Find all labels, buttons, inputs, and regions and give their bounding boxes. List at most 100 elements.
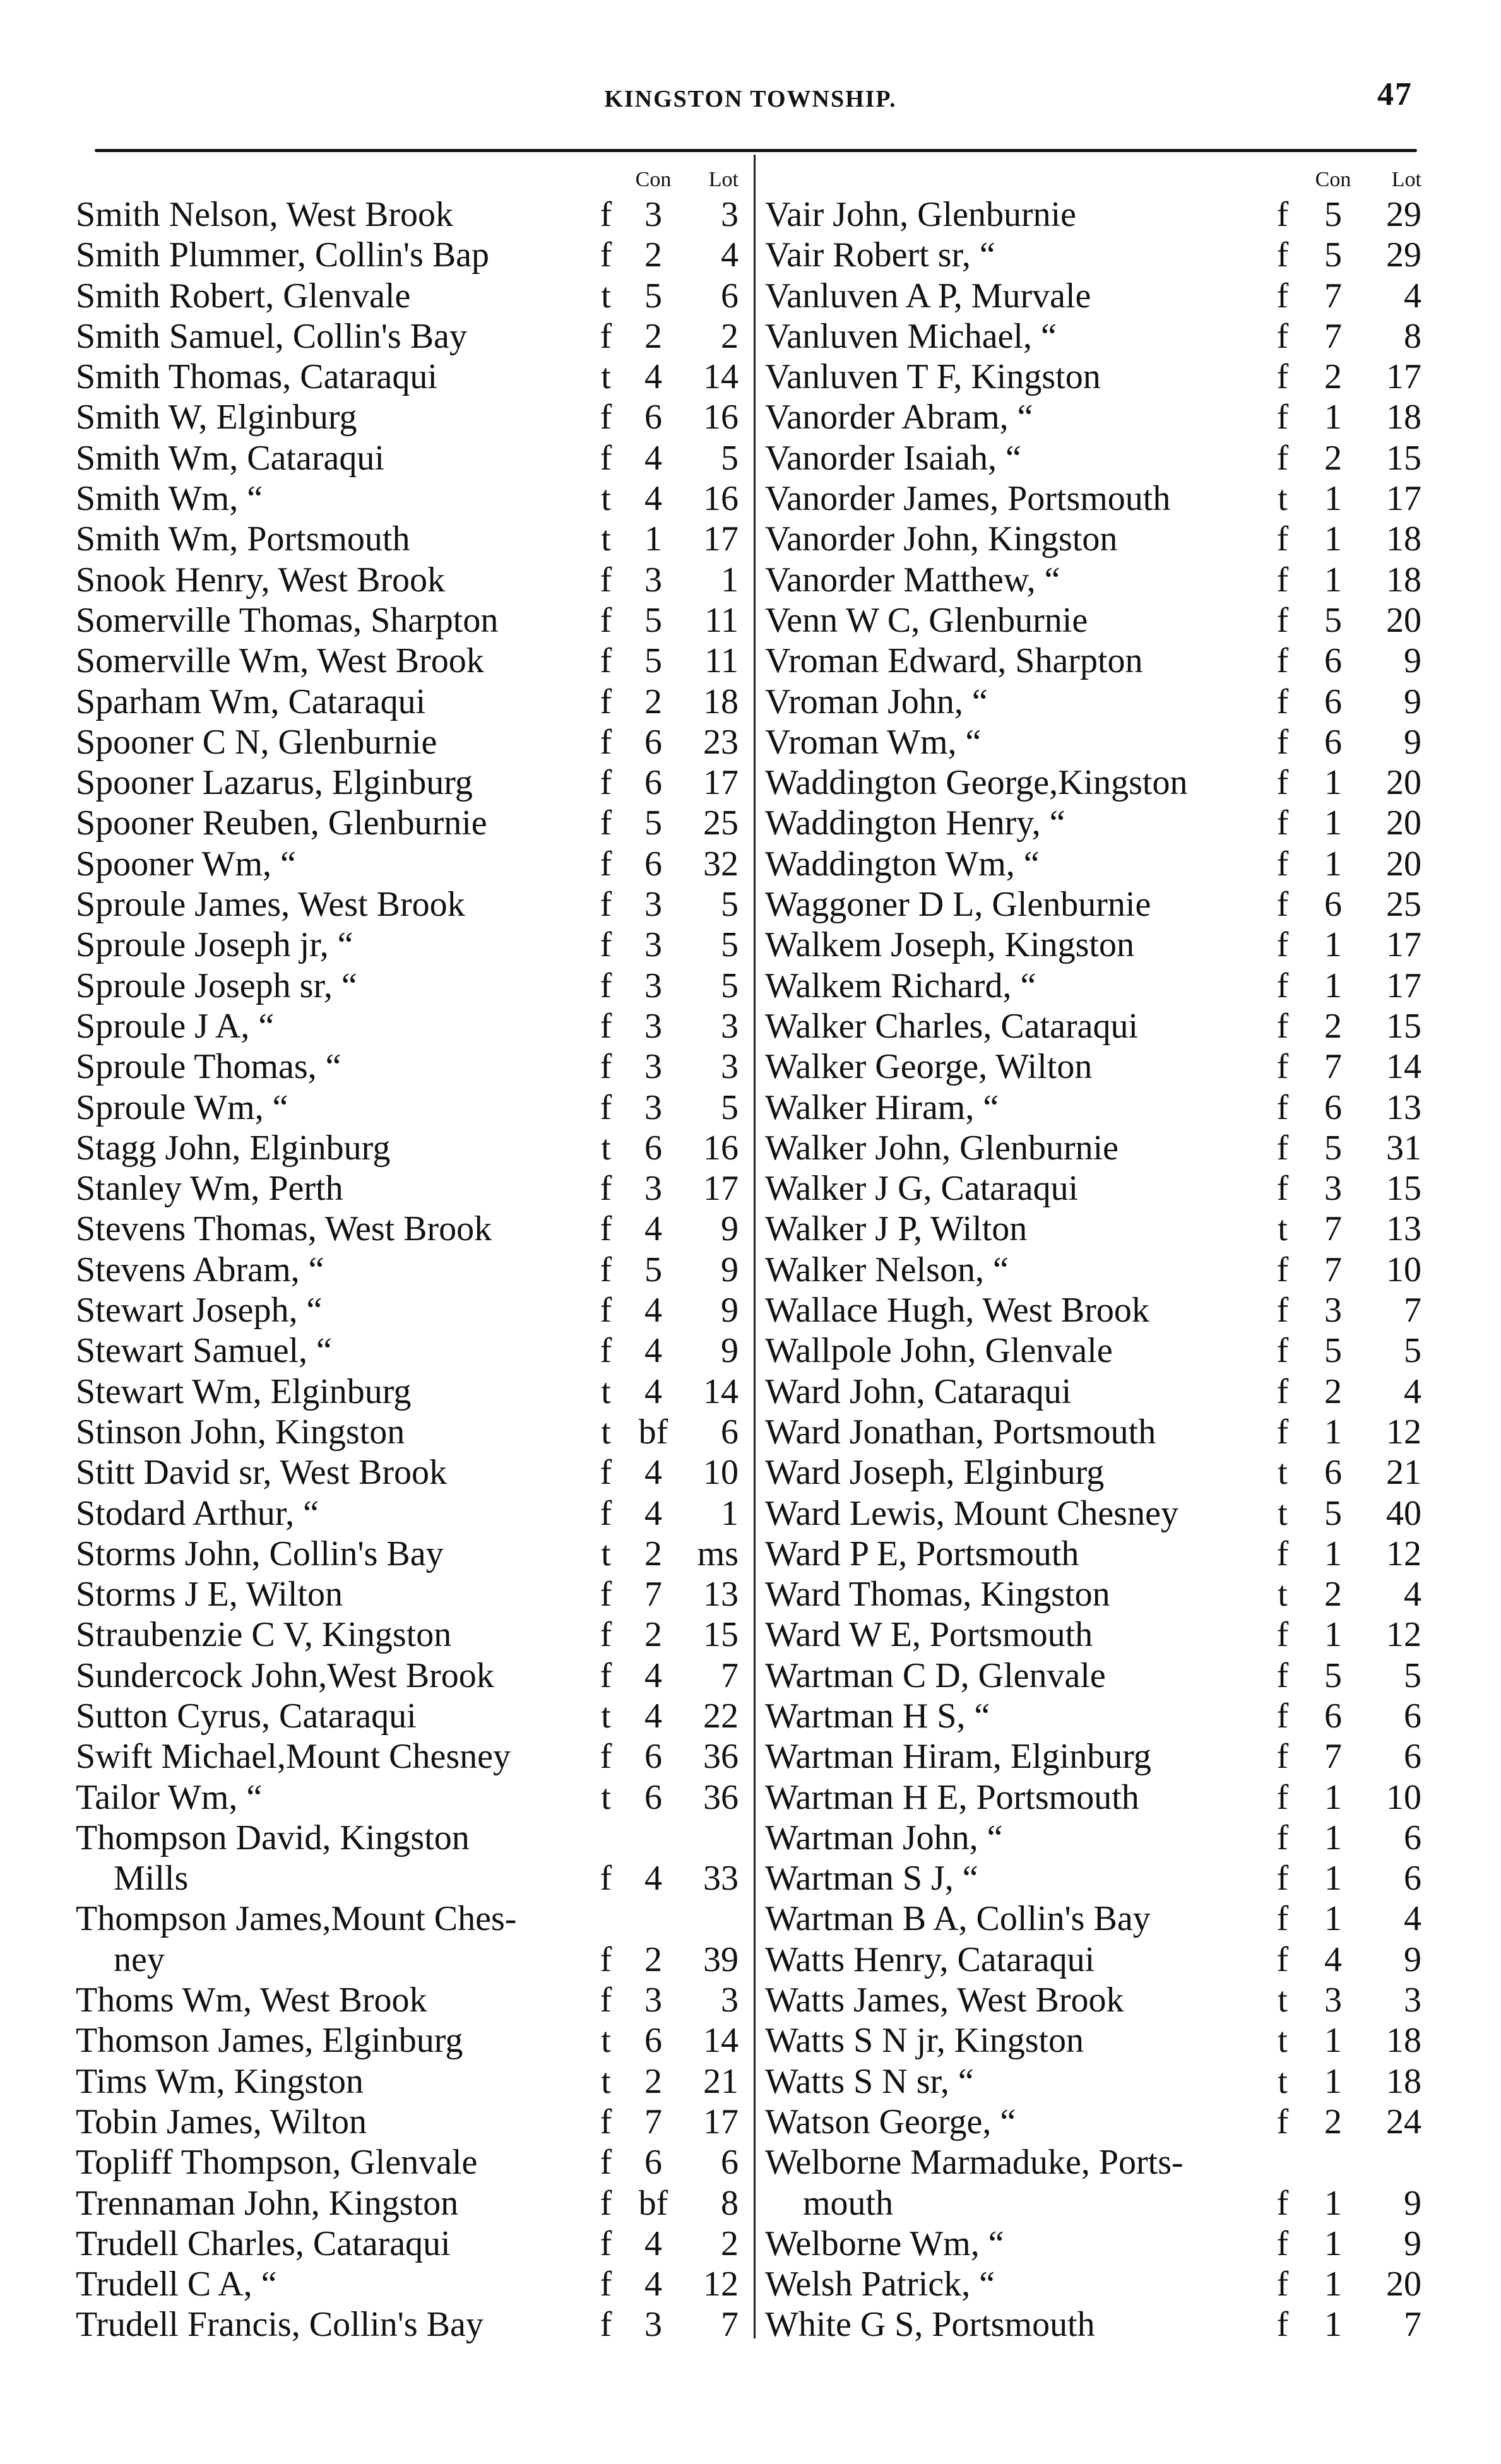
entry-name: Vanorder James, Portsmouth (765, 479, 1171, 519)
entry-name: Topliff Thompson, Glenvale (76, 2143, 478, 2183)
directory-entry: Sproule Thomas, “f 3 3 (76, 1046, 739, 1087)
tenure: f (600, 966, 612, 1005)
entry-name: Stewart Joseph, “ (76, 1291, 323, 1330)
directory-entry: Stevens Thomas, West Brook f 4 9 (76, 1209, 739, 1249)
tenure: f (1276, 438, 1289, 478)
entry-name: Walker J G, Cataraqui (765, 1169, 1079, 1209)
directory-entry: Walker J G, Cataraqui f 3 15 (765, 1168, 1421, 1209)
entry-name: Storms J E, Wilton (76, 1575, 343, 1614)
tenure: f (1276, 2183, 1289, 2223)
page-number: 47 (1377, 76, 1413, 112)
tenure: f (600, 1291, 612, 1330)
directory-entry: Smith Plummer, Collin's Bap f 2 4 (76, 235, 739, 275)
lot: 4 (1404, 276, 1421, 316)
entry-name: Walker J P, Wilton (765, 1209, 1028, 1249)
lot-header: Lot (708, 168, 739, 191)
tenure: f (600, 2143, 612, 2183)
entry-name: Mills (114, 1859, 189, 1898)
directory-entry: Watson George, “ f 2 24 (765, 2102, 1421, 2142)
entry-name: Sproule J A, “ (76, 1006, 275, 1046)
tenure: f (1276, 966, 1289, 1005)
directory-entry: Stewart Wm, Elginburg t 4 14 (76, 1371, 739, 1412)
lot: 14 (703, 1371, 739, 1411)
directory-entry: Ward Joseph, Elginburg t 6 21 (765, 1452, 1421, 1493)
entry-name: Smith Robert, Glenvale (76, 276, 411, 316)
entry-name: Sproule Thomas, “ (76, 1047, 341, 1087)
concession: 1 (1324, 1534, 1342, 1573)
lot: 4 (1404, 1371, 1421, 1411)
directory-entry: Watts S N jr, Kingston t 1 18 (765, 2020, 1421, 2061)
concession: 6 (1324, 1453, 1342, 1493)
directory-entry: Thoms Wm, West Brook f 3 3 (76, 1980, 739, 2020)
concession: 2 (644, 1534, 662, 1573)
left-column: Con Lot Smith Nelson, West Brook f 3 3 Smith… (76, 165, 739, 2345)
entry-name: mouth (803, 2183, 894, 2223)
entry-name: Wartman Hiram, Elginburg (765, 1737, 1151, 1777)
concession: 2 (1324, 357, 1342, 397)
lot: 10 (1386, 1777, 1421, 1817)
concession: 6 (1324, 1696, 1342, 1736)
directory-entry: Stewart Joseph, “ f 4 9 (76, 1290, 739, 1330)
concession: bf (638, 1412, 668, 1452)
tenure: f (1276, 722, 1289, 762)
directory-entry: Wartman H E, Portsmouth f 1 10 (765, 1777, 1421, 1818)
entry-name: Straubenzie C V, Kingston (76, 1615, 452, 1655)
directory-entry: Vroman Wm, “ f 6 9 (765, 722, 1421, 762)
tenure: f (1276, 1331, 1289, 1371)
tenure: t (1278, 1493, 1288, 1533)
directory-entry: Vanorder John, Kingston f 1 18 (765, 519, 1421, 559)
concession: 2 (644, 316, 662, 356)
lot: 15 (1386, 1169, 1421, 1209)
concession: 6 (644, 722, 662, 762)
directory-entry: Stitt David sr, West Brook f 4 10 (76, 1452, 739, 1493)
tenure: f (600, 1047, 612, 1087)
lot: 9 (1404, 722, 1421, 762)
entry-name: Trudell Francis, Collin's Bay (76, 2305, 484, 2345)
concession: 5 (644, 600, 662, 640)
directory-entry: Spooner Lazarus, Elginburg f 6 17 (76, 762, 739, 803)
concession: 1 (1324, 2305, 1342, 2345)
directory-entry: Sproule Joseph jr, “ f 3 5 (76, 925, 739, 965)
concession: 5 (644, 641, 662, 681)
lot: 6 (721, 1412, 739, 1452)
lot: 17 (1386, 966, 1421, 1005)
lot: 17 (703, 2102, 739, 2141)
concession: 6 (644, 763, 662, 803)
concession: 1 (1324, 2265, 1342, 2304)
lot: 9 (1404, 2224, 1421, 2263)
concession: 3 (644, 885, 662, 925)
tenure: f (1276, 1534, 1289, 1573)
entry-name: Walker George, Wilton (765, 1047, 1093, 1087)
lot: 13 (1386, 1087, 1421, 1127)
lot: 36 (703, 1777, 739, 1817)
lot: 3 (1404, 1981, 1421, 2020)
tenure: f (1276, 1656, 1289, 1695)
directory-entry: Sproule James, West Brook f 3 5 (76, 884, 739, 925)
concession: 6 (1324, 885, 1342, 925)
lot: 16 (703, 1128, 739, 1168)
concession: 7 (644, 2102, 662, 2141)
tenure: f (600, 1453, 612, 1493)
entry-name: Stewart Wm, Elginburg (76, 1371, 412, 1411)
directory-entry: Trudell Francis, Collin's Bay f 3 7 (76, 2304, 739, 2345)
lot: 1 (721, 560, 739, 600)
lot: 18 (703, 682, 739, 721)
tenure: t (601, 276, 611, 316)
concession: 7 (1324, 1047, 1342, 1087)
concession: 1 (1324, 966, 1342, 1005)
lot: 16 (703, 479, 739, 519)
tenure: t (1278, 479, 1288, 519)
lot: 6 (1404, 1818, 1421, 1857)
directory-entry: Walker George, Wilton f 7 14 (765, 1046, 1421, 1087)
entry-name: Ward Thomas, Kingston (765, 1575, 1110, 1614)
directory-entry: Ward W E, Portsmouth f 1 12 (765, 1614, 1421, 1655)
directory-entry: Waggoner D L, Glenburnie f 6 25 (765, 884, 1421, 925)
directory-entry: Stinson John, Kingston t bf 6 (76, 1412, 739, 1452)
directory-entry: Sproule J A, “f 3 3 (76, 1006, 739, 1046)
tenure: f (600, 1087, 612, 1127)
concession: 3 (644, 195, 662, 234)
tenure: f (600, 235, 612, 275)
lot: 29 (1386, 195, 1421, 234)
lot: 3 (721, 1047, 739, 1087)
tenure: f (1276, 1291, 1289, 1330)
